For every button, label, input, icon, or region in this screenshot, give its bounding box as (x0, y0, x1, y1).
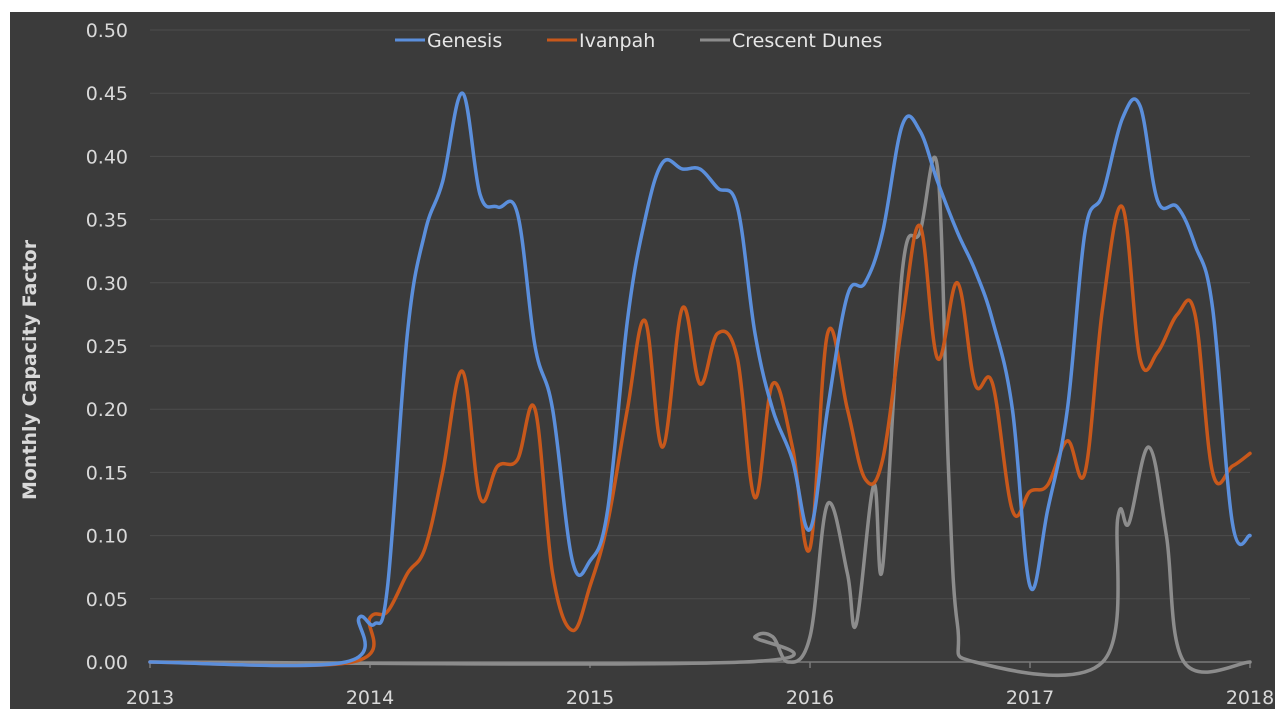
y-tick-label: 0.50 (86, 20, 128, 42)
x-tick-label: 2013 (126, 687, 174, 709)
x-tick-labels: 2013 2014 2015 2016 2017 2018 (126, 662, 1274, 709)
y-tick-label: 0.10 (86, 526, 128, 548)
x-tick-label: 2016 (786, 687, 834, 709)
y-tick-label: 0.30 (86, 273, 128, 295)
legend-label-genesis: Genesis (427, 30, 502, 52)
series-lines (148, 91, 1252, 677)
y-tick-label: 0.15 (86, 462, 128, 484)
y-tick-labels: 0.00 0.05 0.10 0.15 0.20 0.25 0.30 0.35 0.40 0.45… (86, 20, 128, 674)
x-tick-label: 2014 (346, 687, 394, 709)
x-tick-label: 2018 (1226, 687, 1274, 709)
series-line-crescent-dunes (148, 155, 1252, 677)
x-tick-label: 2017 (1006, 687, 1054, 709)
series-line-genesis (148, 91, 1252, 668)
y-tick-label: 0.25 (86, 336, 128, 358)
gridlines (150, 29, 1250, 663)
legend-label-ivanpah: Ivanpah (579, 30, 655, 52)
y-tick-label: 0.35 (86, 210, 128, 232)
y-tick-label: 0.05 (86, 589, 128, 611)
chart-panel (10, 12, 1275, 709)
series-line-ivanpah (148, 204, 1252, 668)
y-axis-label: Monthly Capacity Factor (19, 239, 41, 500)
y-tick-label: 0.45 (86, 83, 128, 105)
y-tick-label: 0.20 (86, 399, 128, 421)
y-tick-label: 0.40 (86, 146, 128, 168)
y-tick-label: 0.00 (86, 652, 128, 674)
legend-label-crescent-dunes: Crescent Dunes (732, 30, 882, 52)
x-tick-label: 2015 (566, 687, 614, 709)
legend: Genesis Ivanpah Crescent Dunes (395, 30, 882, 52)
